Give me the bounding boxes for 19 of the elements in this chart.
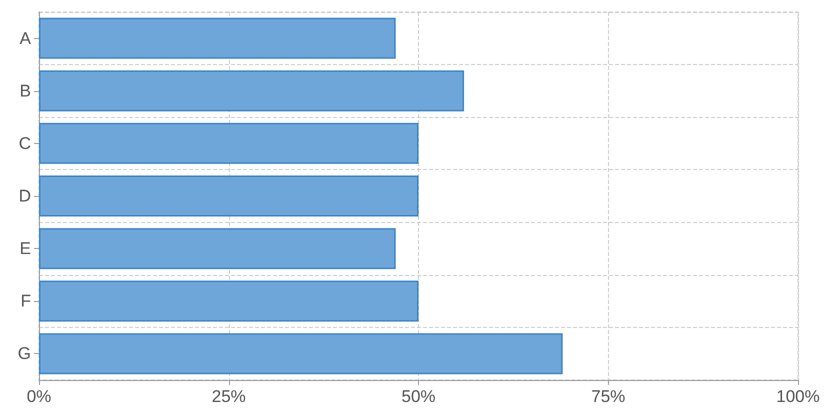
bar	[39, 122, 418, 164]
y-tick-label: A	[20, 28, 32, 48]
x-tick-label: 100%	[776, 387, 820, 406]
bar	[39, 228, 396, 270]
y-tick-label: F	[20, 292, 31, 311]
y-tick-label: D	[18, 186, 31, 206]
bar	[39, 333, 563, 374]
y-tick-label: C	[18, 134, 31, 153]
x-tick-label: 75%	[591, 387, 626, 406]
bar	[39, 280, 418, 322]
x-tick-label: 50%	[401, 387, 436, 406]
y-tick-label: G	[18, 344, 31, 364]
bar	[39, 70, 464, 112]
bar	[39, 175, 418, 217]
y-tick-label: B	[20, 81, 31, 100]
x-tick-label: 0%	[26, 387, 52, 406]
bar	[39, 18, 396, 59]
y-tick-label: E	[20, 239, 31, 258]
x-tick-label: 25%	[212, 387, 246, 406]
